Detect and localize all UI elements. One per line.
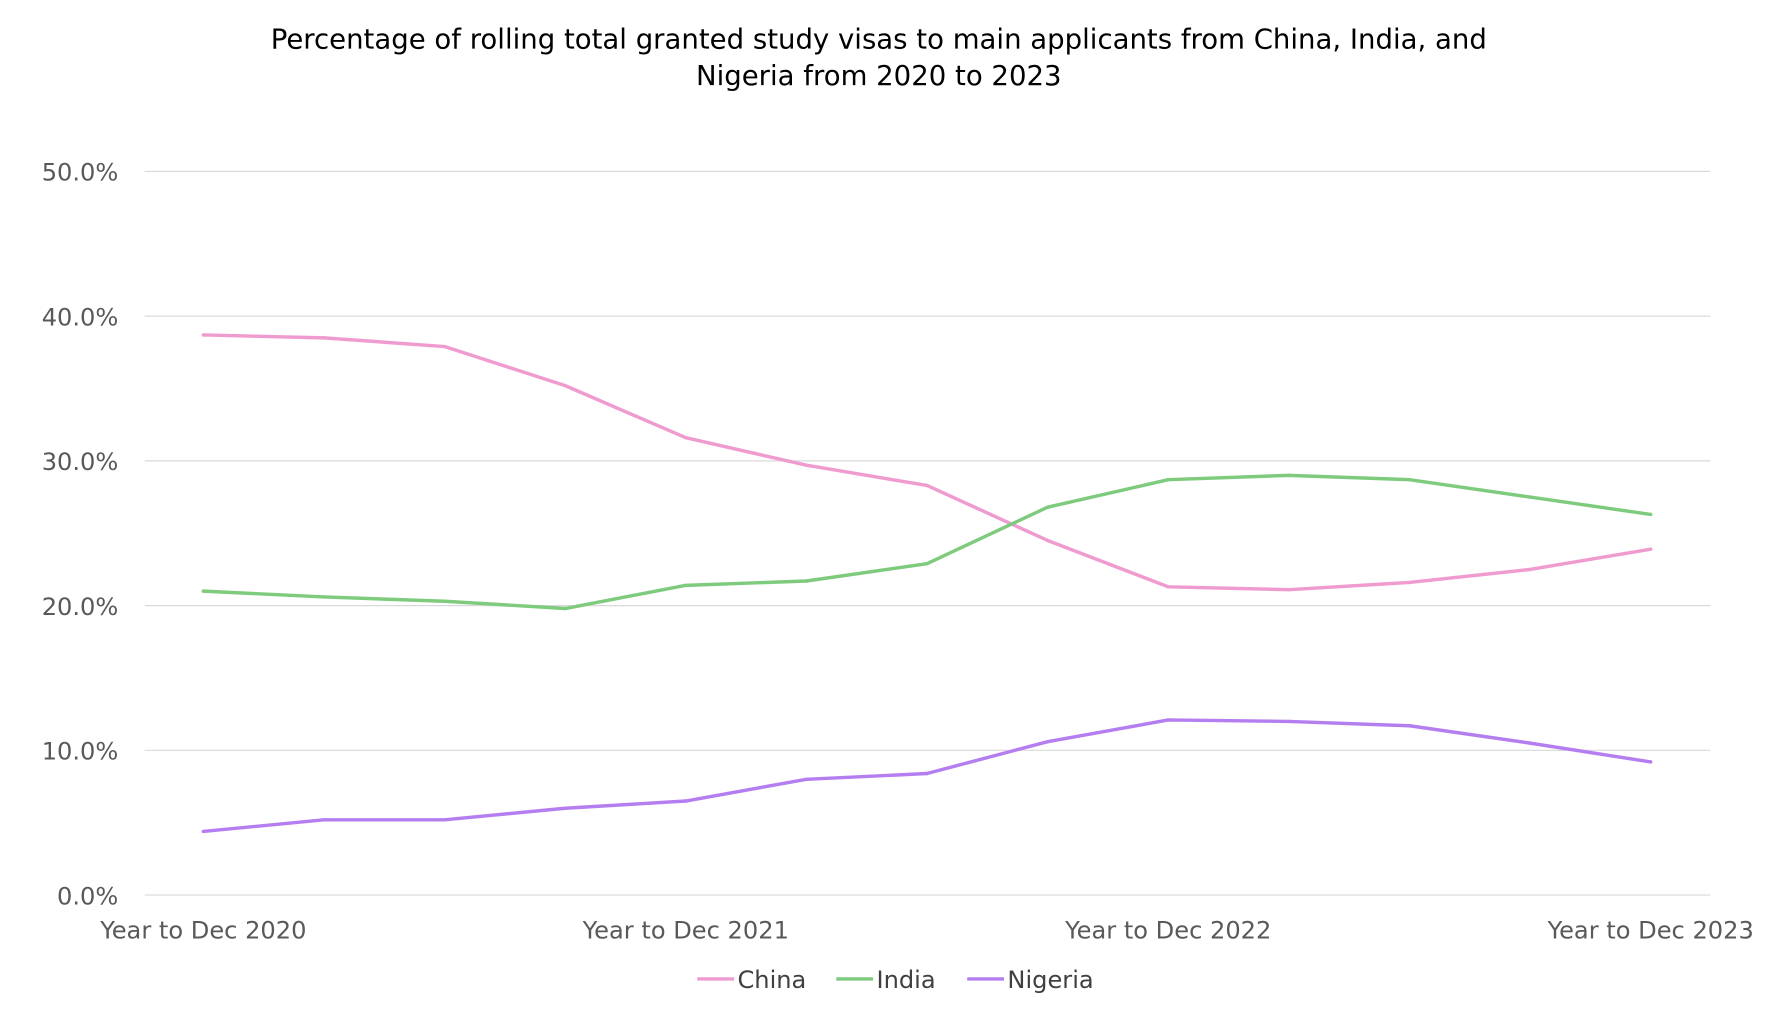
data-point-india <box>1407 477 1412 482</box>
data-point-nigeria <box>1648 760 1653 764</box>
y-tick-label: 50.0% <box>42 159 119 187</box>
data-point-china <box>201 333 206 337</box>
y-tick-label: 10.0% <box>42 738 119 766</box>
data-point-india <box>1648 512 1653 517</box>
data-point-china <box>1528 567 1532 572</box>
data-point-nigeria <box>1528 741 1532 745</box>
data-point-china <box>1648 547 1653 551</box>
data-point-india <box>684 583 688 588</box>
legend-label-india: India <box>876 966 935 994</box>
data-point-india <box>1287 473 1291 478</box>
data-point-india <box>925 561 929 566</box>
series-line-nigeria <box>203 718 1651 834</box>
x-tick-label: Year to Dec 2020 <box>99 917 306 945</box>
y-tick-label: 0.0% <box>57 882 118 910</box>
data-point-china <box>1166 585 1170 589</box>
data-point-nigeria <box>563 806 567 810</box>
data-point-nigeria <box>201 829 206 834</box>
y-tick-label: 40.0% <box>42 303 119 331</box>
data-point-india <box>1528 495 1532 499</box>
series-line-china <box>203 333 1651 592</box>
data-point-india <box>804 579 809 583</box>
data-point-nigeria <box>442 818 447 822</box>
data-point-china <box>925 483 929 488</box>
data-point-nigeria <box>1045 739 1050 744</box>
data-point-china <box>1045 538 1050 543</box>
x-tick-label: Year to Dec 2021 <box>582 917 789 945</box>
series-line-india <box>203 473 1651 611</box>
legend-label-nigeria: Nigeria <box>1007 966 1093 994</box>
y-tick-label: 20.0% <box>42 593 119 621</box>
data-point-india <box>1166 477 1170 482</box>
data-point-china <box>442 344 447 349</box>
y-tick-label: 30.0% <box>42 448 119 476</box>
data-point-nigeria <box>684 799 688 803</box>
x-tick-label: Year to Dec 2023 <box>1547 917 1754 945</box>
data-point-india <box>442 599 447 604</box>
data-point-china <box>804 463 809 467</box>
data-point-india <box>322 595 326 599</box>
data-point-china <box>563 383 567 388</box>
data-point-nigeria <box>1287 719 1291 724</box>
data-point-china <box>1407 580 1412 585</box>
data-point-nigeria <box>1407 724 1412 728</box>
data-point-india <box>201 589 206 593</box>
data-point-india <box>563 606 567 611</box>
legend-label-china: China <box>737 966 806 994</box>
data-point-nigeria <box>322 818 326 822</box>
data-point-nigeria <box>925 771 929 776</box>
chart-title-line-1: Percentage of rolling total granted stud… <box>271 23 1487 55</box>
x-tick-label: Year to Dec 2022 <box>1064 917 1271 945</box>
data-point-nigeria <box>804 777 809 782</box>
data-point-china <box>1287 587 1291 592</box>
data-point-india <box>1045 505 1050 509</box>
data-point-nigeria <box>1166 718 1170 722</box>
chart-title-line-2: Nigeria from 2020 to 2023 <box>696 60 1062 92</box>
data-point-china <box>322 336 326 340</box>
data-point-china <box>684 436 688 440</box>
